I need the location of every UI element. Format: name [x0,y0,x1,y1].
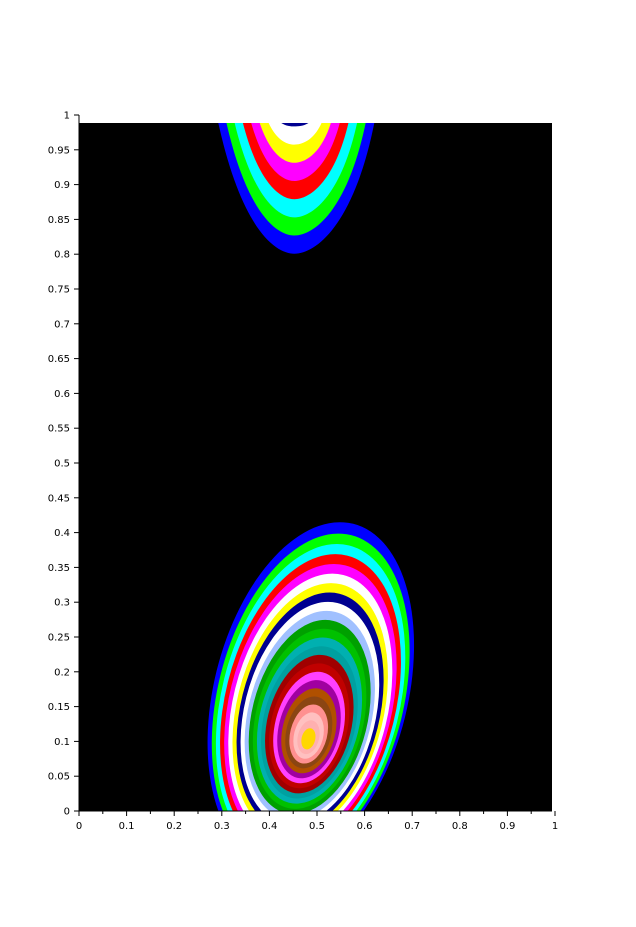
x-tick-label: 0.5 [309,821,325,832]
y-axis-ticks: 0 0.05 0.1 0.15 0.2 0.25 0.3 0.35 0.4 0.45 0.5 0.55… [48,111,80,818]
contour-band [281,123,309,127]
x-tick-label: 1 [552,821,558,832]
y-tick-label: 0.95 [48,145,70,156]
y-tick-label: 0.55 [48,424,70,435]
x-tick-label: 0.8 [452,821,468,832]
y-tick-label: 0.45 [48,493,70,504]
y-tick-label: 0.25 [48,633,70,644]
y-tick-label: 0 [64,807,70,818]
y-tick-label: 0.15 [48,702,70,713]
y-tick-label: 0.1 [54,737,70,748]
y-tick-label: 0.65 [48,354,70,365]
y-tick-label: 0.9 [54,180,70,191]
lower-contour-region [207,522,415,811]
y-tick-label: 0.6 [54,389,70,400]
y-tick-label: 0.7 [54,319,70,330]
y-tick-label: 0.5 [54,459,70,470]
x-tick-label: 0.4 [261,821,277,832]
y-tick-label: 0.4 [54,528,70,539]
x-tick-label: 0.3 [214,821,230,832]
x-tick-label: 0.1 [119,821,135,832]
y-tick-label: 0.3 [54,598,70,609]
y-tick-label: 0.2 [54,667,70,678]
y-tick-label: 0.75 [48,285,70,296]
x-tick-label: 0.7 [404,821,420,832]
contour-band [268,123,322,145]
y-tick-label: 1 [64,111,70,122]
y-tick-label: 0.05 [48,772,70,783]
x-axis-ticks: 0 0.1 0.2 0.3 0.4 0.5 0.6 0.7 0.8 0.9 1 [76,811,558,832]
x-tick-label: 0 [76,821,82,832]
x-tick-label: 0.6 [357,821,373,832]
contour-band [301,728,316,750]
y-tick-label: 0.35 [48,563,70,574]
y-tick-label: 0.85 [48,215,70,226]
y-tick-label: 0.8 [54,250,70,261]
x-tick-label: 0.2 [166,821,182,832]
x-tick-label: 0.9 [499,821,515,832]
upper-contour-region [218,123,375,254]
